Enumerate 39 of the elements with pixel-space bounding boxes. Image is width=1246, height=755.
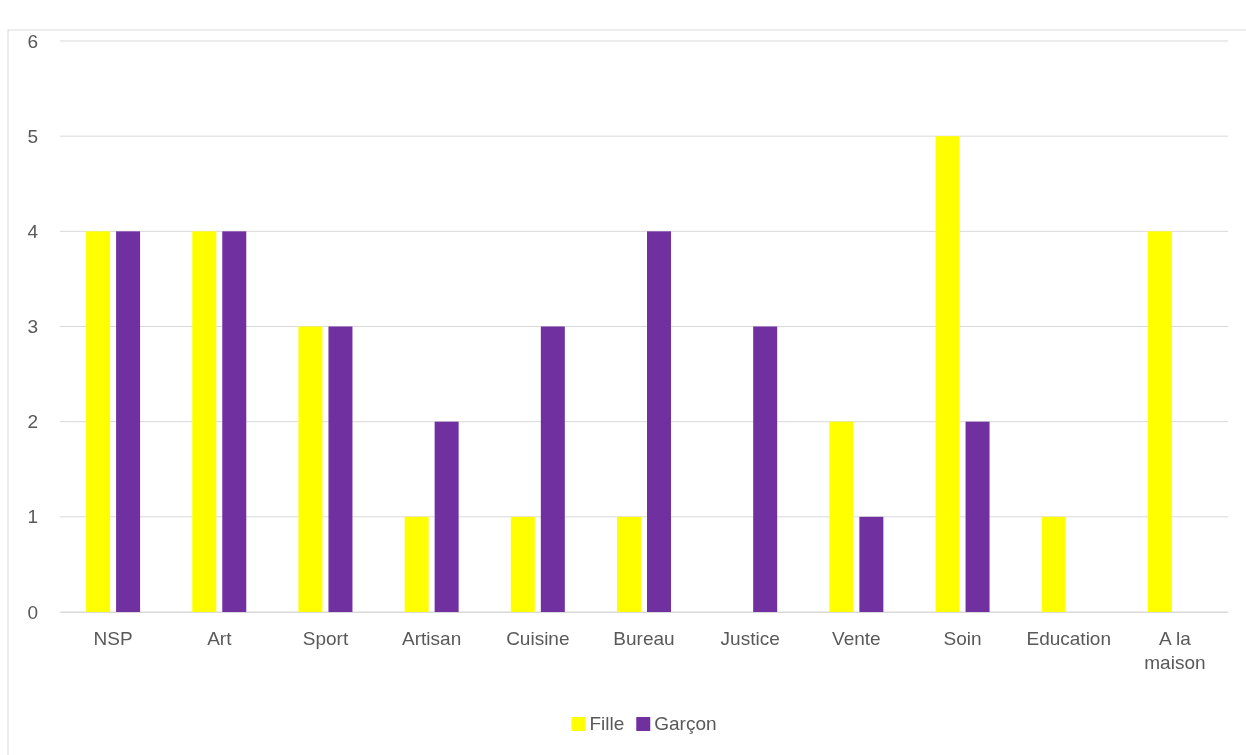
x-tick-label: Soin <box>943 628 982 650</box>
bar <box>965 421 990 612</box>
bar <box>328 326 353 612</box>
bar <box>86 231 111 612</box>
x-tick-label: A la maison <box>1144 628 1206 674</box>
bar <box>222 231 247 612</box>
bar <box>298 326 323 612</box>
bar <box>116 231 141 612</box>
y-tick-label: 4 <box>27 220 39 242</box>
legend-label: Fille <box>589 713 625 734</box>
x-tick-label: Bureau <box>613 628 675 650</box>
bar <box>540 326 565 612</box>
x-tick-label: Artisan <box>402 628 462 650</box>
bar <box>647 231 671 612</box>
x-tick-label: NSP <box>93 628 133 650</box>
x-tick-label: Vente <box>832 628 881 650</box>
x-tick-label: Justice <box>720 628 780 650</box>
bar <box>404 516 429 612</box>
y-tick-label: 5 <box>27 125 38 147</box>
y-tick-label: 1 <box>27 506 38 528</box>
x-tick-label: Cuisine <box>506 628 570 650</box>
bar <box>1147 231 1172 612</box>
bar <box>859 516 884 612</box>
bar <box>617 516 641 612</box>
bar <box>434 421 459 612</box>
x-tick-label: Art <box>207 628 233 650</box>
legend-label: Garçon <box>654 713 717 734</box>
bar <box>753 326 778 612</box>
x-tick-label: Sport <box>302 628 349 650</box>
y-tick-label: 6 <box>27 30 38 52</box>
y-tick-label: 0 <box>27 601 38 623</box>
bar <box>935 136 960 612</box>
bar <box>1041 516 1066 612</box>
x-tick-label: Education <box>1026 628 1111 650</box>
y-tick-label: 2 <box>27 411 38 433</box>
bar <box>192 231 217 612</box>
bar <box>829 421 854 612</box>
bar <box>510 516 535 612</box>
y-tick-label: 3 <box>27 316 38 338</box>
